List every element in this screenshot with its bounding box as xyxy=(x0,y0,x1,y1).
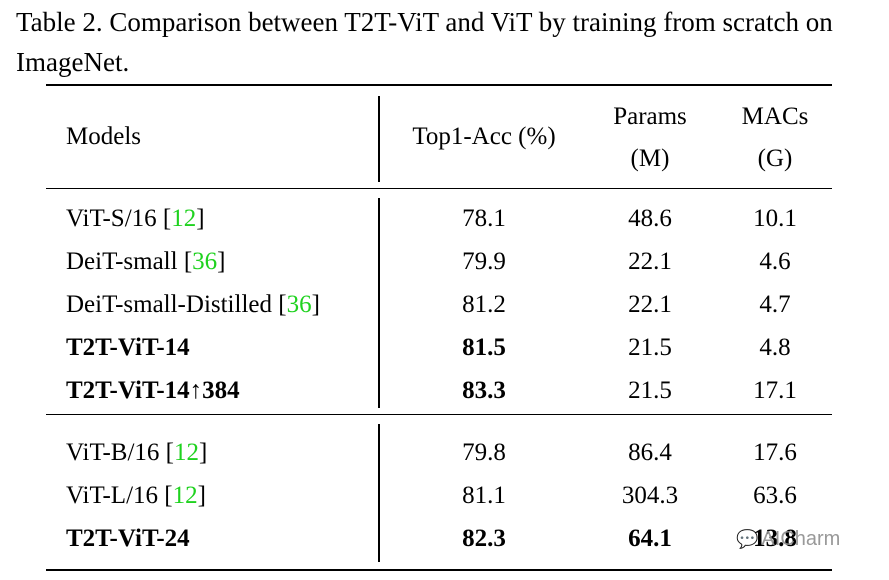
acc-value: 79.9 xyxy=(462,248,506,275)
macs-value: 63.6 xyxy=(753,482,797,509)
header-macs: MACs xyxy=(741,103,809,130)
citation-link[interactable]: 12 xyxy=(171,205,197,232)
header-models: Models xyxy=(66,123,141,150)
acc-value: 82.3 xyxy=(462,525,506,552)
watermark-text: AICharm xyxy=(761,528,841,550)
model-name: ViT-B/16 [12] xyxy=(66,439,208,466)
citation-link[interactable]: 36 xyxy=(192,248,218,275)
model-name: T2T-ViT-24 xyxy=(66,525,190,552)
params-value: 21.5 xyxy=(628,377,672,404)
acc-value: 81.2 xyxy=(462,291,506,318)
params-value: 304.3 xyxy=(621,482,679,509)
acc-value: 79.8 xyxy=(462,439,506,466)
params-value: 22.1 xyxy=(628,291,672,318)
params-value: 22.1 xyxy=(628,248,672,275)
macs-value: 10.1 xyxy=(753,205,797,232)
macs-value: 13.8 xyxy=(753,525,797,552)
model-name: DeiT-small [36] xyxy=(66,248,226,275)
header-params: Params xyxy=(613,103,687,130)
macs-value: 17.6 xyxy=(753,439,797,466)
citation-link[interactable]: 36 xyxy=(286,291,312,318)
macs-value: 4.8 xyxy=(759,334,791,361)
acc-value: 81.1 xyxy=(462,482,506,509)
vertical-rule-group1 xyxy=(378,198,380,408)
macs-value: 4.7 xyxy=(759,291,791,318)
bottom-rule xyxy=(46,569,832,571)
citation-link[interactable]: 12 xyxy=(172,482,198,509)
params-value: 64.1 xyxy=(628,525,672,552)
macs-value: 17.1 xyxy=(753,377,797,404)
group-rule xyxy=(46,414,832,416)
params-value: 86.4 xyxy=(628,439,672,466)
watermark: 💬 AICharm xyxy=(736,528,840,551)
vertical-rule-group2 xyxy=(378,424,380,562)
header-params-unit: (M) xyxy=(630,145,670,172)
model-name: DeiT-small-Distilled [36] xyxy=(66,291,320,318)
vertical-rule-header xyxy=(378,96,380,182)
citation-link[interactable]: 12 xyxy=(174,439,199,466)
params-value: 21.5 xyxy=(628,334,672,361)
chat-bubble-icon: 💬 xyxy=(736,529,759,549)
model-name: ViT-S/16 [12] xyxy=(66,205,205,232)
acc-value: 78.1 xyxy=(462,205,506,232)
macs-value: 4.6 xyxy=(759,248,791,275)
model-name: T2T-ViT-14↑384 xyxy=(66,377,240,404)
model-name: ViT-L/16 [12] xyxy=(66,482,206,509)
table-caption: Table 2. Comparison between T2T-ViT and … xyxy=(16,7,833,77)
model-name: T2T-ViT-14 xyxy=(66,334,190,361)
header-top1-acc: Top1-Acc (%) xyxy=(412,123,556,150)
header-rule xyxy=(46,188,832,190)
header-macs-unit: (G) xyxy=(757,145,793,172)
acc-value: 81.5 xyxy=(462,334,506,361)
params-value: 48.6 xyxy=(628,205,672,232)
top-rule xyxy=(46,84,832,86)
acc-value: 83.3 xyxy=(462,377,506,404)
